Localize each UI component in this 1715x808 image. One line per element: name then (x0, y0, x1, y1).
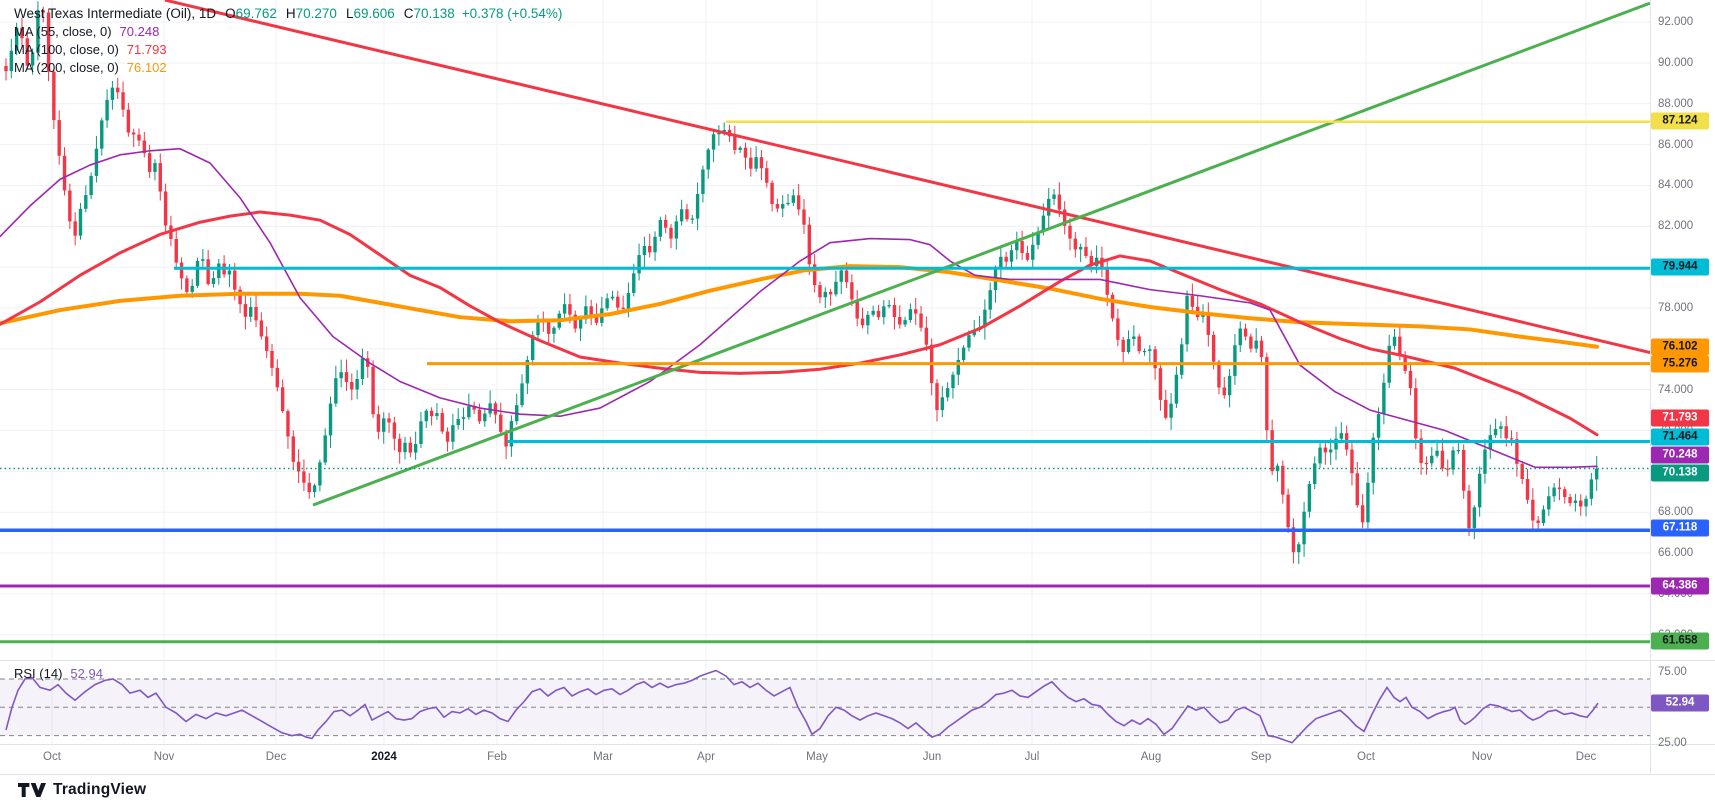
time-axis-label-jun: Jun (922, 751, 942, 763)
time-axis-label-sep: Sep (1250, 751, 1272, 763)
price-level-badge-71.464: 71.464 (1651, 428, 1709, 446)
time-axis-label-aug: Aug (1140, 751, 1162, 763)
price-level-badge-79.944: 79.944 (1651, 258, 1709, 276)
time-axis-label-jul: Jul (1024, 751, 1040, 763)
time-axis-label-oct: Oct (43, 751, 61, 763)
price-axis-label: 82.000 (1658, 220, 1694, 233)
time-axis-top-border (0, 744, 1715, 745)
price-level-badge-87.124: 87.124 (1651, 112, 1709, 130)
time-axis-label-apr: Apr (697, 751, 715, 763)
ma-value-badge-70.248: 70.248 (1651, 446, 1709, 464)
price-axis-label: 66.000 (1658, 547, 1694, 560)
time-axis-label-feb: Feb (487, 751, 507, 763)
price-axis-label: 92.000 (1658, 16, 1694, 29)
pane-separator-price-rsi[interactable] (0, 660, 1715, 661)
price-axis-label: 88.000 (1658, 97, 1694, 110)
time-axis-label-may: May (806, 751, 828, 763)
rsi-legend-row[interactable]: RSI (14) 52.94 (14, 666, 103, 681)
time-axis-label-nov: Nov (153, 751, 175, 763)
price-axis-label: 90.000 (1658, 56, 1694, 69)
price-axis-label: 68.000 (1658, 506, 1694, 519)
time-axis-label-2024: 2024 (371, 751, 397, 763)
price-scale-border[interactable] (1650, 0, 1651, 774)
price-axis-label: 78.000 (1658, 302, 1694, 314)
price-level-badge-64.386: 64.386 (1651, 577, 1709, 595)
rsi-value: 52.94 (70, 666, 103, 681)
price-level-badge-61.658: 61.658 (1651, 632, 1709, 650)
last-price-badge: 70.138 (1651, 464, 1709, 482)
time-axis-label-dec: Dec (265, 751, 287, 763)
chart-bottom-border (0, 774, 1715, 775)
time-axis-label-dec: Dec (1575, 751, 1597, 763)
tradingview-logo-text: TradingView (53, 781, 147, 798)
price-level-badge-67.118: 67.118 (1651, 519, 1709, 537)
rsi-axis-label: 25.00 (1658, 736, 1687, 749)
price-axis-label: 84.000 (1658, 179, 1694, 192)
time-axis-label-mar: Mar (593, 751, 613, 763)
time-axis-label-nov: Nov (1471, 751, 1493, 763)
rsi-axis-label: 75.00 (1658, 665, 1687, 678)
ma-value-badge-71.793: 71.793 (1651, 409, 1709, 427)
ma-value-badge-76.102: 76.102 (1651, 338, 1709, 356)
price-level-badge-75.276: 75.276 (1651, 355, 1709, 373)
rsi-value-badge: 52.94 (1651, 694, 1709, 712)
price-axis-label: 86.000 (1658, 138, 1694, 151)
time-axis-label-oct: Oct (1357, 751, 1375, 763)
tradingview-branding[interactable]: TradingView (18, 781, 146, 799)
rsi-label: RSI (14) (14, 666, 63, 681)
tradingview-logo-icon (18, 783, 46, 797)
price-axis-label: 74.000 (1658, 383, 1694, 396)
